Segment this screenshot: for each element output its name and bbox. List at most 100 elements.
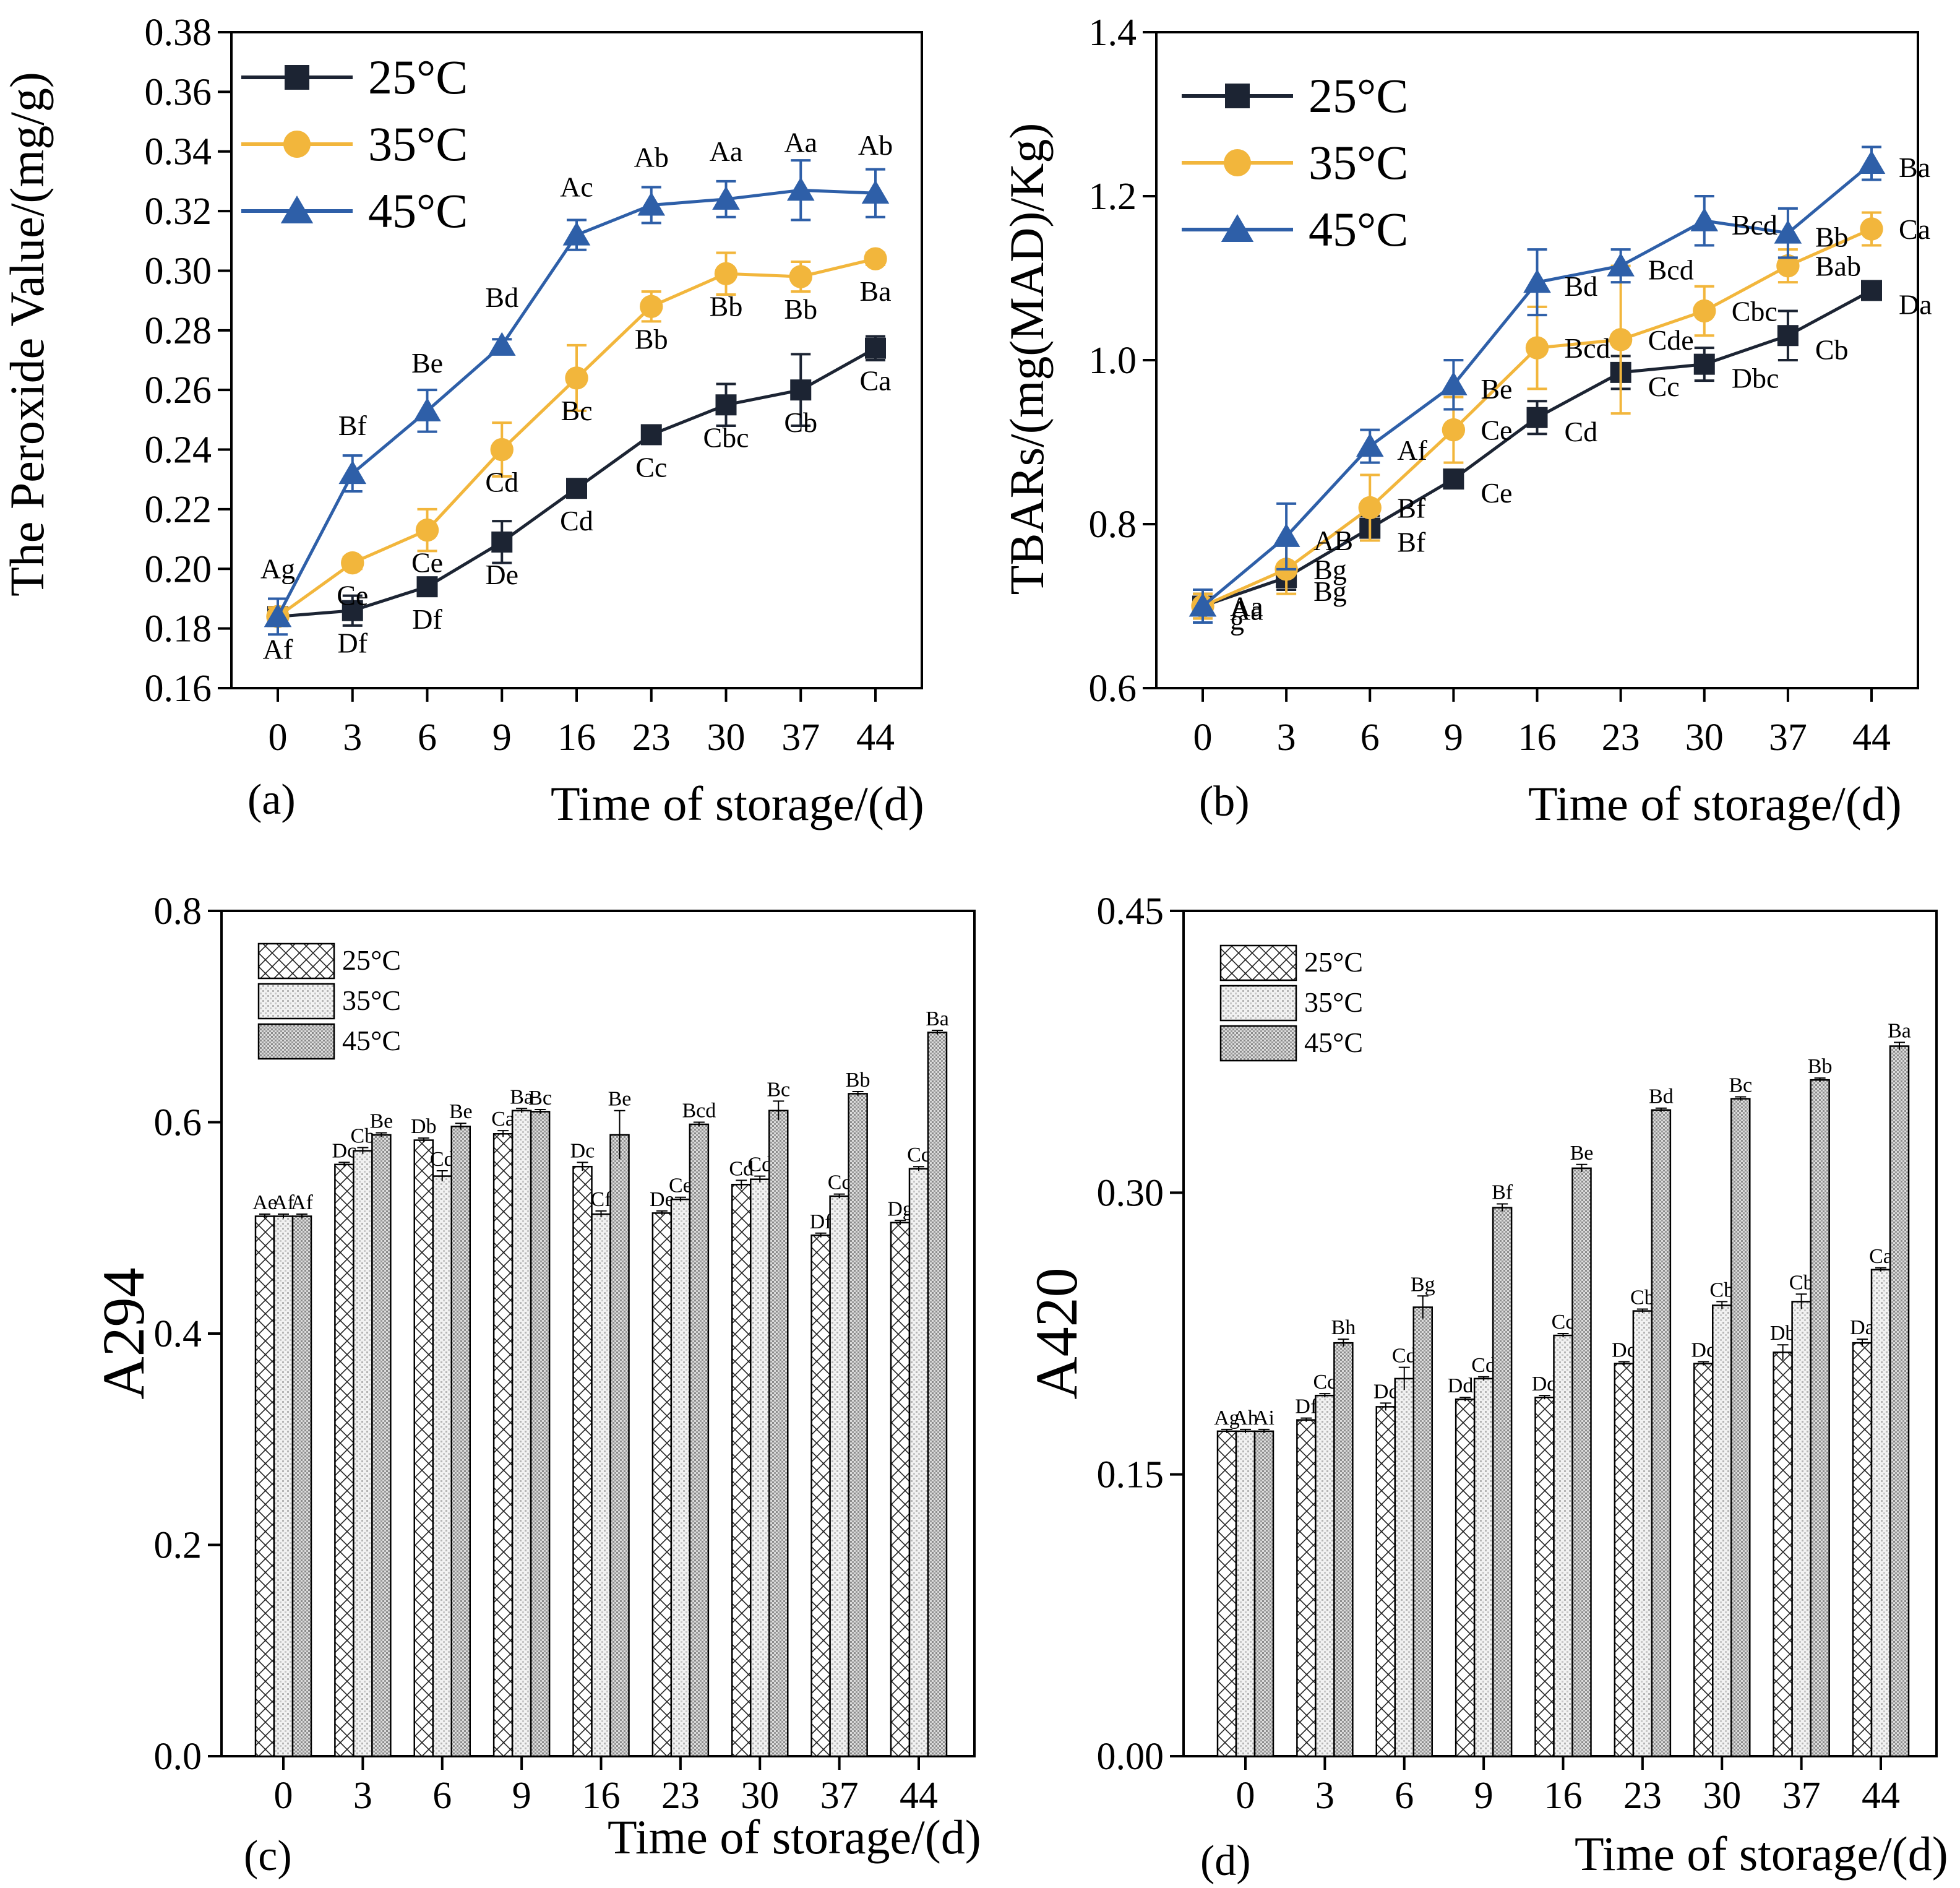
data-point (1607, 252, 1635, 277)
significance-label: Bc (561, 395, 592, 426)
bar (1296, 1419, 1317, 1757)
data-point (1356, 433, 1384, 457)
significance-label: Df (337, 627, 368, 659)
legend-label: 25°C (368, 50, 468, 104)
significance-label: Dc (332, 1139, 357, 1162)
bar (1693, 1363, 1714, 1757)
significance-label: Bh (1331, 1316, 1356, 1339)
x-tick-label: 37 (1782, 1775, 1821, 1817)
significance-label: Dc (1612, 1339, 1636, 1362)
significance-label: Dc (1691, 1339, 1716, 1362)
significance-label: Bcd (1565, 332, 1610, 364)
y-tick-label: 0.24 (145, 429, 212, 472)
x-tick-label: 0 (274, 1775, 293, 1817)
data-point (1443, 468, 1464, 490)
peroxide-value-line-chart: 0.16 0.18 0.20 0.22 0.24 0.26 0.28 0.30 0.32 0.34… (0, 12, 924, 830)
x-tick-label: 23 (1602, 717, 1640, 759)
bar (1534, 1396, 1555, 1757)
significance-label: Bg (1313, 575, 1347, 607)
significance-label: Cb (784, 407, 817, 438)
x-tick-label: 30 (1685, 717, 1724, 759)
bar (1651, 1109, 1672, 1757)
bar (1455, 1398, 1476, 1757)
significance-label: Ce (1481, 477, 1512, 509)
significance-label: Af (272, 1191, 295, 1214)
data-point (488, 332, 516, 356)
significance-label: Ca (1869, 1245, 1893, 1268)
x-axis-title: Time of storage/(d) (551, 777, 924, 830)
significance-label: Bb (710, 290, 743, 322)
y-axis-title: The Peroxide Value/(mg/g) (0, 72, 54, 597)
significance-label: Bb (846, 1069, 870, 1092)
significance-label: Ai (1253, 1407, 1274, 1429)
significance-label: g (1230, 605, 1244, 636)
bar (1773, 1351, 1793, 1757)
significance-label: Cc (1552, 1311, 1575, 1334)
significance-label: Bd (485, 282, 518, 313)
significance-label: Ca (1899, 213, 1930, 245)
data-point (640, 295, 663, 318)
y-tick-label: 0.8 (1089, 504, 1137, 546)
bar (572, 1165, 593, 1757)
data-point (1777, 325, 1799, 347)
legend-swatch-marker (1224, 149, 1251, 176)
bar (511, 1110, 532, 1757)
panel-label: (d) (1200, 1837, 1251, 1885)
y-tick-label: 0.30 (145, 250, 212, 292)
significance-label: Ba (510, 1085, 533, 1108)
data-point (861, 179, 890, 204)
y-tick-label: 0.0 (154, 1736, 202, 1778)
x-tick-label: 23 (661, 1775, 700, 1817)
significance-label: Cc (828, 1171, 851, 1194)
significance-label: Ah (1232, 1407, 1258, 1429)
significance-label: Ba (1888, 1019, 1911, 1042)
y-axis-title: A420 (1023, 1267, 1090, 1399)
legend-swatch (1219, 985, 1297, 1022)
significance-label: Bab (1815, 251, 1861, 282)
y-tick-label: 0.30 (1097, 1172, 1164, 1214)
bar (890, 1222, 911, 1757)
panel-label: (b) (1199, 778, 1250, 825)
x-tick-label: 0 (1236, 1775, 1255, 1817)
bar (450, 1126, 471, 1757)
significance-label: Cb (1709, 1278, 1734, 1301)
x-tick-label: 30 (1703, 1775, 1741, 1817)
significance-label: Bd (1565, 270, 1598, 302)
data-point (341, 551, 364, 575)
y-tick-label: 0.4 (154, 1313, 202, 1355)
a294-bar-chart: 0.0 0.2 0.4 0.6 0.8 0 3 6 9 16 23 30 37 44 A294 Time of… (90, 890, 981, 1880)
bar (810, 1234, 831, 1757)
significance-label: Bg (1411, 1273, 1435, 1296)
significance-label: Cbc (703, 421, 749, 453)
significance-label: Db (411, 1115, 437, 1138)
bar (371, 1134, 392, 1757)
y-tick-label: 0.32 (145, 191, 212, 233)
bar (492, 1133, 514, 1757)
data-point (1774, 220, 1802, 244)
significance-label: Bf (1397, 527, 1426, 558)
significance-label: Cc (1313, 1371, 1336, 1394)
x-tick-label: 9 (512, 1775, 531, 1817)
bar (1375, 1406, 1396, 1757)
y-tick-label: 0.22 (145, 489, 212, 531)
significance-label: Cb (1789, 1271, 1814, 1294)
data-point (1188, 593, 1217, 617)
bar (1730, 1098, 1751, 1757)
tbars-line-chart: 0.6 0.8 1.0 1.2 1.4 0 3 6 9 16 23 30 37 44 TBARs/(mg(M… (1000, 12, 1932, 830)
legend-label: 25°C (1309, 69, 1408, 123)
bar (1253, 1430, 1274, 1757)
significance-label: Da (1899, 288, 1932, 320)
y-tick-label: 0.45 (1097, 890, 1164, 933)
significance-label: Be (369, 1110, 393, 1133)
bar (353, 1150, 373, 1757)
y-tick-label: 0.28 (145, 310, 212, 352)
y-axis-title: TBARs/(mg(MAD)/Kg) (1000, 123, 1054, 595)
x-tick-label: 9 (1444, 717, 1463, 759)
data-point (864, 247, 887, 270)
significance-label: Cb (1630, 1287, 1655, 1309)
y-tick-label: 0.8 (154, 890, 202, 933)
x-tick-label: 9 (1474, 1775, 1494, 1817)
significance-label: Dc (1373, 1380, 1398, 1403)
x-tick-label: 16 (1544, 1775, 1583, 1817)
